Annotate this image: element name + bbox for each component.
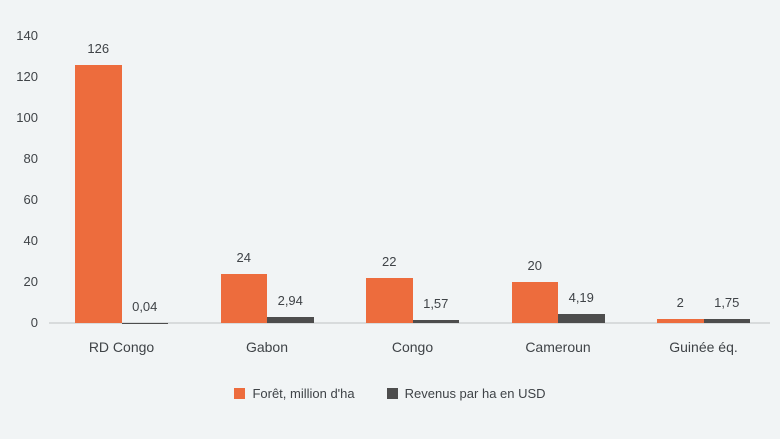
category-label-gabon: Gabon [245, 339, 289, 355]
legend-swatch-revenus-icon [386, 388, 398, 399]
value-label-rd-congo-series-2: 0,04 [132, 298, 158, 314]
bar-congo-series-1 [366, 277, 413, 323]
y-axis-tick-label-80: 80 [23, 151, 38, 166]
category-label-cameroun: Cameroun [525, 339, 591, 355]
bar-cameroun-series-1 [511, 282, 558, 323]
value-label-cameroun-series-2: 4,19 [568, 290, 594, 306]
value-label-congo-series-2: 1,57 [423, 295, 449, 311]
bar-guin-e-q-series-2 [703, 319, 750, 323]
category-label-congo: Congo [391, 339, 434, 355]
y-axis-tick-label-60: 60 [23, 192, 38, 207]
y-axis-tick-label-120: 120 [16, 69, 38, 84]
x-axis-line [49, 322, 770, 324]
legend-label-foret: Forêt, million d'ha [252, 386, 355, 401]
value-label-guin-e-q-series-2: 1,75 [714, 295, 740, 311]
category-label-rd-congo: RD Congo [88, 339, 155, 355]
y-axis-tick-label-140: 140 [16, 28, 38, 43]
bar-gabon-series-1 [220, 273, 267, 323]
value-label-cameroun-series-1: 20 [527, 258, 542, 273]
value-label-gabon-series-1: 24 [236, 249, 251, 265]
bar-guin-e-q-series-1 [657, 318, 704, 323]
value-label-guin-e-q-series-1: 2 [676, 294, 684, 310]
value-label-congo-series-1: 22 [382, 253, 397, 269]
value-label-rd-congo-series-1: 126 [87, 40, 110, 56]
legend-swatch-foret-icon [234, 388, 246, 399]
legend-item-revenus: Revenus par ha en USD [386, 386, 546, 401]
legend: Forêt, million d'ha Revenus par ha en US… [0, 386, 780, 401]
bar-congo-series-2 [412, 319, 459, 323]
y-axis-tick-label-100: 100 [16, 110, 38, 125]
bar-cameroun-series-2 [558, 314, 605, 323]
y-axis-tick-label-40: 40 [23, 233, 38, 248]
y-axis-tick-label-20: 20 [23, 274, 38, 289]
legend-item-foret: Forêt, million d'ha [234, 386, 355, 401]
value-label-gabon-series-2: 2,94 [277, 292, 303, 308]
y-axis-tick-label-0: 0 [30, 315, 38, 330]
bar-rd-congo-series-1 [75, 64, 122, 323]
legend-label-revenus: Revenus par ha en USD [404, 386, 546, 401]
category-label-guin-e-q: Guinée éq. [669, 339, 738, 355]
bar-gabon-series-2 [267, 316, 314, 323]
